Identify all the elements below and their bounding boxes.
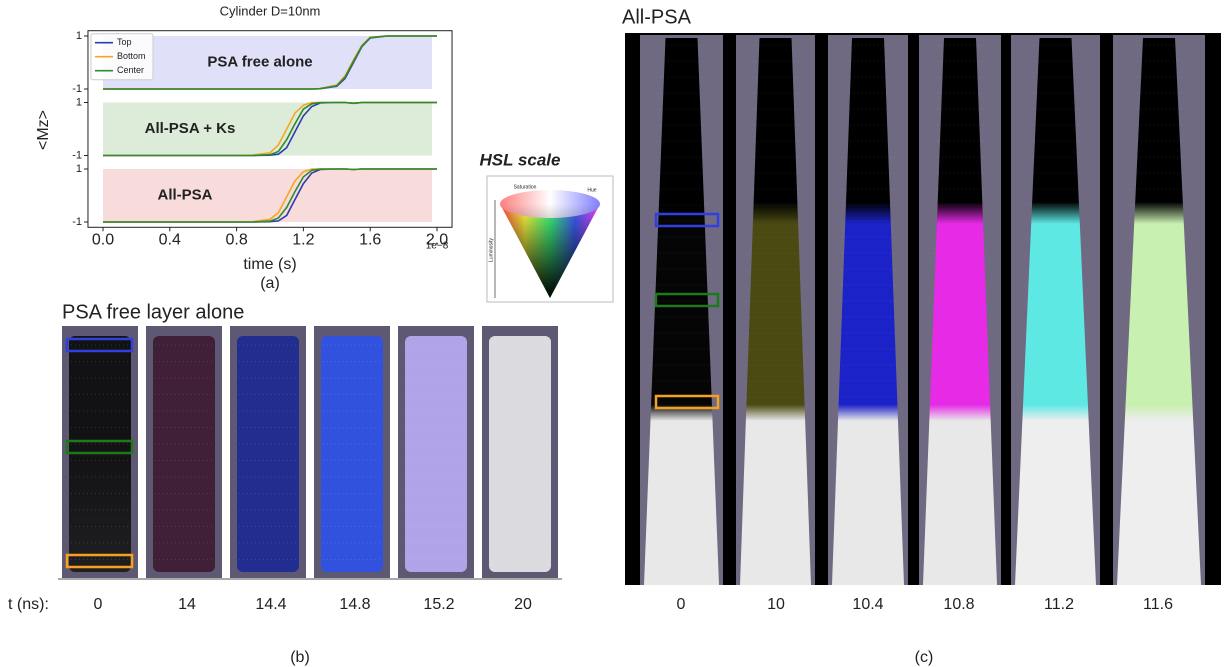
hsl-label: Hue — [587, 187, 596, 193]
annotation: All-PSA — [157, 186, 212, 203]
snapshot-cylinder — [321, 336, 383, 572]
region-marker — [654, 292, 720, 308]
annotation: All-PSA + Ks — [145, 120, 236, 137]
time-label: 15.2 — [423, 596, 454, 613]
time-label: 0 — [94, 596, 103, 613]
x-tick-label: 0.4 — [159, 232, 181, 249]
hsl-label: Saturation — [514, 184, 537, 190]
snapshot-cylinder — [740, 38, 811, 585]
panel-band — [103, 36, 432, 89]
snapshot-cylinder — [153, 336, 215, 572]
series-line — [103, 35, 437, 90]
caption: (c) — [915, 649, 934, 666]
region-marker — [65, 553, 134, 569]
time-label: 14 — [178, 596, 196, 613]
x-tick-label: 0.0 — [92, 232, 114, 249]
time-label: 20 — [514, 596, 532, 613]
panel-band — [103, 102, 432, 156]
chart-title: Cylinder D=10nm — [220, 3, 321, 18]
snapshot-cylinder — [237, 336, 299, 572]
caption: (a) — [260, 275, 280, 292]
time-label: 10.4 — [852, 596, 883, 613]
caption: (b) — [290, 649, 310, 666]
x-tick-label: 2.0 — [426, 232, 448, 249]
time-label: 14.4 — [255, 596, 286, 613]
time-label: 10.8 — [943, 596, 974, 613]
legend-label: Center — [117, 65, 144, 75]
x-tick-label: 0.8 — [225, 232, 247, 249]
snapshot-cylinder — [1015, 38, 1096, 585]
series-line — [103, 168, 437, 223]
hsl-label: Luminosity — [488, 238, 494, 262]
y-tick-label: 1 — [76, 163, 82, 175]
y-tick-label: -1 — [72, 216, 82, 228]
time-label: 10 — [767, 596, 785, 613]
annotation: PSA free alone — [207, 53, 312, 70]
panel-band — [103, 169, 432, 222]
legend-box — [90, 33, 154, 81]
time-label: 14.8 — [339, 596, 370, 613]
snapshot-cylinder — [1117, 38, 1201, 585]
region-marker — [654, 394, 720, 410]
hsl-shade — [500, 204, 600, 298]
x-tick-label: 1.6 — [359, 232, 381, 249]
y-tick-label: 1 — [76, 96, 82, 108]
region-marker — [65, 337, 134, 353]
x-axis-label: time (s) — [243, 256, 296, 273]
snapshot-cylinder — [832, 38, 904, 585]
snapshot-cylinder — [489, 336, 551, 572]
time-label: 11.6 — [1143, 596, 1173, 613]
row-label: t (ns): — [8, 596, 49, 613]
y-tick-label: 1 — [76, 30, 82, 42]
legend-label: Bottom — [117, 51, 146, 61]
x-tick-label: 1.2 — [292, 232, 314, 249]
y-axis-label: <Mz> — [35, 110, 52, 150]
snapshot-cylinder — [923, 38, 997, 585]
y-tick-label: -1 — [72, 149, 82, 161]
legend-label: Top — [117, 37, 132, 47]
y-tick-label: -1 — [72, 83, 82, 95]
series-line — [103, 101, 437, 157]
snapshot-cylinder — [644, 38, 719, 585]
panel-title: PSA free layer alone — [62, 301, 244, 323]
region-marker — [65, 439, 134, 455]
hsl-title: HSL scale — [480, 150, 561, 169]
region-marker — [654, 212, 720, 228]
snapshot-cylinder — [405, 336, 467, 572]
time-label: 11.2 — [1044, 596, 1074, 613]
time-label: 0 — [677, 596, 686, 613]
panel-title: All-PSA — [622, 6, 692, 28]
x-offset-label: 1e−8 — [426, 241, 449, 252]
